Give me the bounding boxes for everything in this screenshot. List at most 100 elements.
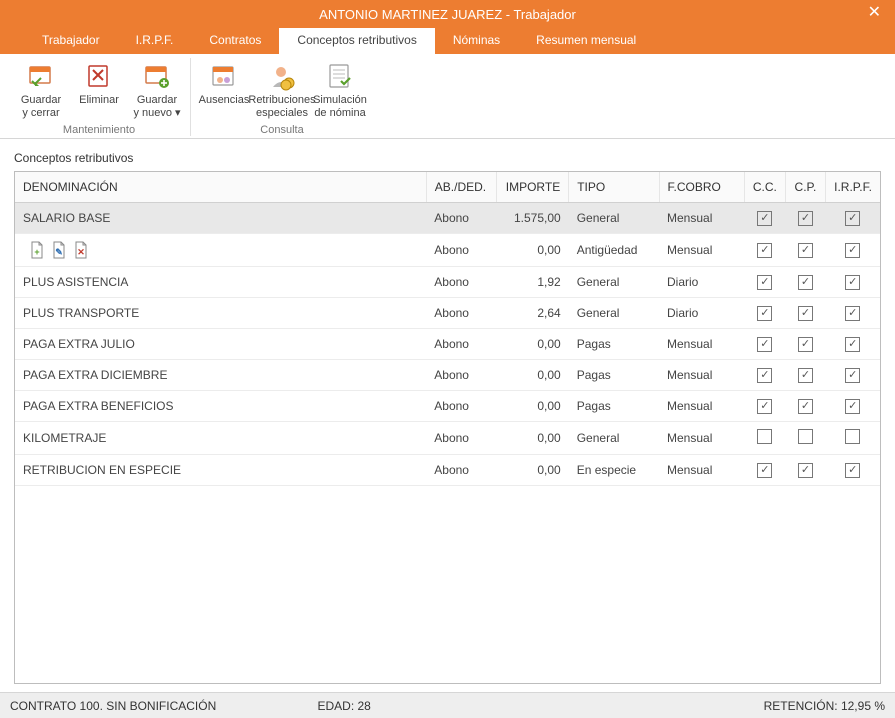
col-header-ab-ded-[interactable]: AB./DED. xyxy=(426,172,496,203)
cell-importe: 0,00 xyxy=(497,422,569,455)
irpf-checkbox[interactable] xyxy=(845,211,860,226)
table-row[interactable]: PAGA EXTRA BENEFICIOSAbono0,00PagasMensu… xyxy=(15,391,880,422)
cell-cp xyxy=(785,455,825,486)
cell-cc xyxy=(744,298,785,329)
irpf-checkbox[interactable] xyxy=(845,429,860,444)
ribbon-btn-label-line1: Ausencias xyxy=(199,94,250,107)
cp-checkbox[interactable] xyxy=(798,306,813,321)
col-header-tipo[interactable]: TIPO xyxy=(569,172,659,203)
conceptos-grid[interactable]: DENOMINACIÓNAB./DED.IMPORTETIPOF.COBROC.… xyxy=(15,172,880,486)
table-row[interactable]: PAGA EXTRA JULIOAbono0,00PagasMensual xyxy=(15,329,880,360)
tab-contratos[interactable]: Contratos xyxy=(191,28,279,54)
cell-cc xyxy=(744,455,785,486)
cell-importe: 1.575,00 xyxy=(497,203,569,234)
svg-text:✕: ✕ xyxy=(77,247,85,257)
tab-resumen-mensual[interactable]: Resumen mensual xyxy=(518,28,654,54)
cell-tipo: Pagas xyxy=(569,360,659,391)
cell-tipo: Pagas xyxy=(569,329,659,360)
cell-importe: 0,00 xyxy=(497,234,569,267)
ribbon-delete-button[interactable]: Eliminar xyxy=(72,58,126,122)
ribbon-btn-label-line1: Guardar xyxy=(21,94,61,107)
cell-cc xyxy=(744,422,785,455)
cell-irpf xyxy=(826,329,880,360)
table-row[interactable]: KILOMETRAJEAbono0,00GeneralMensual xyxy=(15,422,880,455)
tab-conceptos-retributivos[interactable]: Conceptos retributivos xyxy=(279,28,434,54)
cc-checkbox[interactable] xyxy=(757,211,772,226)
cell-irpf xyxy=(826,298,880,329)
ribbon-save-new-button[interactable]: Guardary nuevo ▾ xyxy=(130,58,184,122)
irpf-checkbox[interactable] xyxy=(845,243,860,258)
irpf-checkbox[interactable] xyxy=(845,306,860,321)
cell-abded: Abono xyxy=(426,360,496,391)
cell-cc xyxy=(744,360,785,391)
col-header-i-r-p-f-[interactable]: I.R.P.F. xyxy=(826,172,880,203)
cell-tipo: Antigüedad xyxy=(569,234,659,267)
irpf-checkbox[interactable] xyxy=(845,337,860,352)
cc-checkbox[interactable] xyxy=(757,243,772,258)
table-row[interactable]: PAGA EXTRA DICIEMBREAbono0,00PagasMensua… xyxy=(15,360,880,391)
cell-fcobro: Mensual xyxy=(659,360,744,391)
ribbon-simulacion-button[interactable]: Simulaciónde nómina xyxy=(313,58,367,122)
table-row[interactable]: RETRIBUCION EN ESPECIEAbono0,00En especi… xyxy=(15,455,880,486)
cell-cp xyxy=(785,360,825,391)
cp-checkbox[interactable] xyxy=(798,275,813,290)
cp-checkbox[interactable] xyxy=(798,211,813,226)
tab-i-r-p-f-[interactable]: I.R.P.F. xyxy=(118,28,192,54)
cc-checkbox[interactable] xyxy=(757,337,772,352)
retribuciones-icon xyxy=(267,61,297,91)
tab-n-minas[interactable]: Nóminas xyxy=(435,28,518,54)
grid-wrapper: DENOMINACIÓNAB./DED.IMPORTETIPOF.COBROC.… xyxy=(14,171,881,684)
cell-tipo: Pagas xyxy=(569,391,659,422)
cell-importe: 0,00 xyxy=(497,360,569,391)
table-row[interactable]: +✎✕Abono0,00AntigüedadMensual xyxy=(15,234,880,267)
content-area: Conceptos retributivos DENOMINACIÓNAB./D… xyxy=(0,139,895,692)
table-row[interactable]: SALARIO BASEAbono1.575,00GeneralMensual xyxy=(15,203,880,234)
ribbon-group-mantenimiento: Guardary cerrarEliminarGuardary nuevo ▾M… xyxy=(8,58,191,136)
irpf-checkbox[interactable] xyxy=(845,275,860,290)
cell-denominacion: PLUS TRANSPORTE xyxy=(15,298,426,329)
ribbon-save-close-button[interactable]: Guardary cerrar xyxy=(14,58,68,122)
cell-denominacion: PAGA EXTRA BENEFICIOS xyxy=(15,391,426,422)
cell-irpf xyxy=(826,391,880,422)
cp-checkbox[interactable] xyxy=(798,337,813,352)
col-header-importe[interactable]: IMPORTE xyxy=(497,172,569,203)
ribbon-retribuciones-button[interactable]: Retribucionesespeciales xyxy=(255,58,309,122)
col-header-c-c-[interactable]: C.C. xyxy=(744,172,785,203)
cc-checkbox[interactable] xyxy=(757,399,772,414)
cc-checkbox[interactable] xyxy=(757,368,772,383)
table-row[interactable]: PLUS ASISTENCIAAbono1,92GeneralDiario xyxy=(15,267,880,298)
col-header-c-p-[interactable]: C.P. xyxy=(785,172,825,203)
cc-checkbox[interactable] xyxy=(757,463,772,478)
statusbar: CONTRATO 100. SIN BONIFICACIÓN EDAD: 28 … xyxy=(0,692,895,718)
tab-trabajador[interactable]: Trabajador xyxy=(24,28,118,54)
cell-importe: 1,92 xyxy=(497,267,569,298)
cc-checkbox[interactable] xyxy=(757,306,772,321)
row-new-icon[interactable]: + xyxy=(29,241,45,259)
cp-checkbox[interactable] xyxy=(798,463,813,478)
ribbon-group-label: Consulta xyxy=(260,124,303,136)
ribbon-ausencias-button[interactable]: Ausencias xyxy=(197,58,251,122)
cp-checkbox[interactable] xyxy=(798,243,813,258)
ribbon-btn-label-line2: y nuevo ▾ xyxy=(133,107,180,120)
row-delete-icon[interactable]: ✕ xyxy=(73,241,89,259)
cell-fcobro: Mensual xyxy=(659,391,744,422)
cell-abded: Abono xyxy=(426,234,496,267)
cell-fcobro: Mensual xyxy=(659,329,744,360)
irpf-checkbox[interactable] xyxy=(845,399,860,414)
cc-checkbox[interactable] xyxy=(757,429,772,444)
tab-strip: TrabajadorI.R.P.F.ContratosConceptos ret… xyxy=(0,28,895,54)
table-row[interactable]: PLUS TRANSPORTEAbono2,64GeneralDiario xyxy=(15,298,880,329)
col-header-f-cobro[interactable]: F.COBRO xyxy=(659,172,744,203)
col-header-denominaci-n[interactable]: DENOMINACIÓN xyxy=(15,172,426,203)
cell-abded: Abono xyxy=(426,298,496,329)
cp-checkbox[interactable] xyxy=(798,368,813,383)
svg-text:+: + xyxy=(34,247,39,257)
row-edit-icon[interactable]: ✎ xyxy=(51,241,67,259)
irpf-checkbox[interactable] xyxy=(845,368,860,383)
cp-checkbox[interactable] xyxy=(798,399,813,414)
irpf-checkbox[interactable] xyxy=(845,463,860,478)
close-icon[interactable]: ✕ xyxy=(862,2,887,22)
cc-checkbox[interactable] xyxy=(757,275,772,290)
cp-checkbox[interactable] xyxy=(798,429,813,444)
cell-tipo: General xyxy=(569,203,659,234)
